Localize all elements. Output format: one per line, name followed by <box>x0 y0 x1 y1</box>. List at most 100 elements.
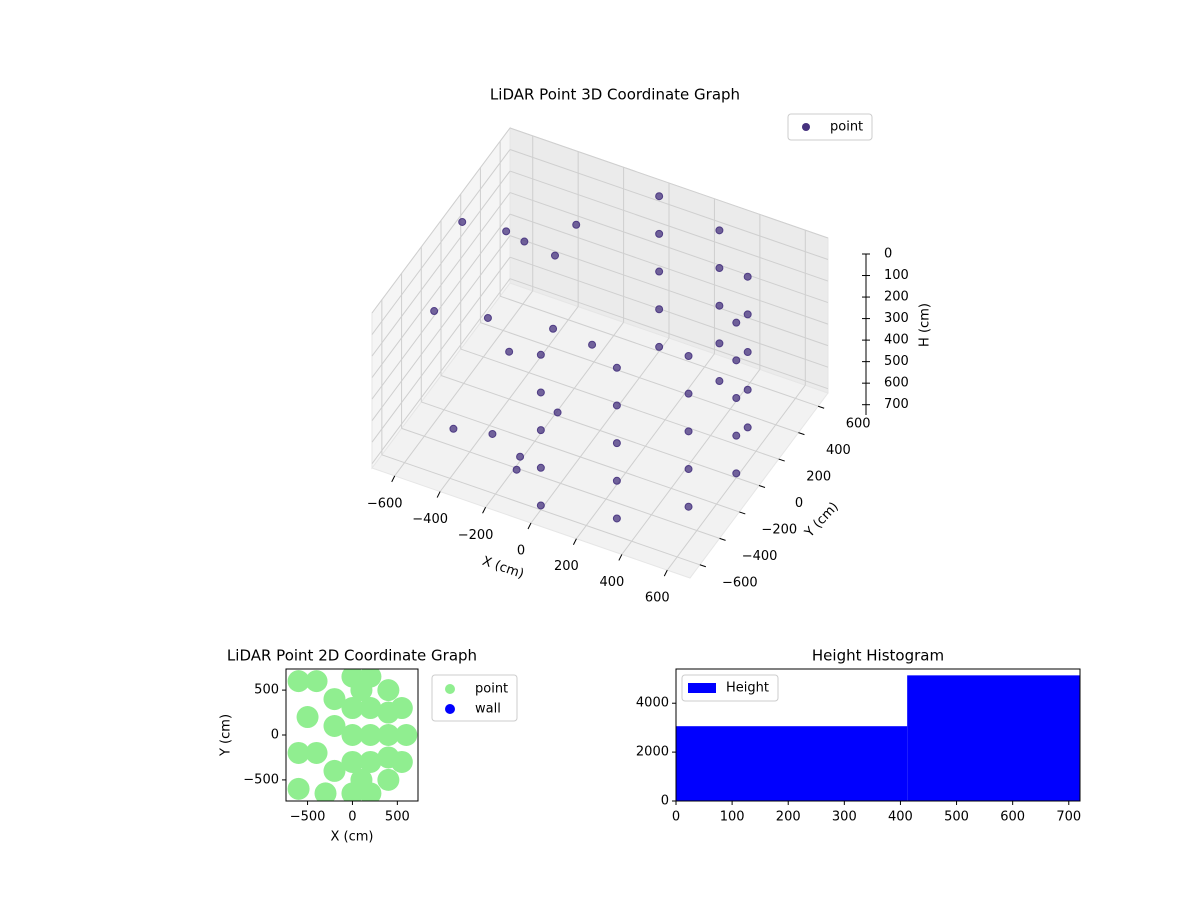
point <box>743 423 752 432</box>
point <box>655 267 664 276</box>
x-tick-label: 400 <box>888 810 913 825</box>
point <box>377 768 400 791</box>
x-tick <box>572 538 577 545</box>
legend-marker <box>688 683 716 693</box>
grid-line <box>371 278 829 464</box>
y-tick-label: 400 <box>826 443 851 458</box>
point <box>305 741 328 764</box>
x-tick-label: 600 <box>1000 810 1025 825</box>
y-tick <box>798 432 805 436</box>
point <box>536 501 545 510</box>
legend-label: point <box>475 682 508 697</box>
point <box>520 237 529 246</box>
point <box>684 502 693 511</box>
legend-marker <box>802 123 810 131</box>
point <box>612 363 621 372</box>
y-tick-label: −500 <box>243 772 279 787</box>
point <box>377 746 400 769</box>
y-tick <box>758 485 766 488</box>
point <box>287 777 310 800</box>
point <box>536 388 545 397</box>
x-tick <box>391 475 396 483</box>
x-tick-label: 200 <box>776 810 801 825</box>
x-tick-label: −200 <box>458 528 494 543</box>
x-tick-label: 600 <box>645 591 670 606</box>
point <box>612 476 621 485</box>
y-tick-label: 0 <box>661 794 669 809</box>
legend-label: Height <box>726 681 769 696</box>
point <box>341 750 364 773</box>
point <box>743 310 752 319</box>
point <box>549 324 558 333</box>
point <box>483 313 492 322</box>
grid-line <box>371 170 829 357</box>
point <box>296 706 319 729</box>
point <box>323 688 346 711</box>
point <box>684 352 693 360</box>
point <box>359 724 382 746</box>
y-tick-label: 0 <box>795 496 803 511</box>
point <box>684 465 693 474</box>
point <box>743 385 752 394</box>
legend-label: wall <box>475 702 501 717</box>
point <box>305 670 328 693</box>
point <box>572 220 581 229</box>
point <box>536 350 545 359</box>
point <box>732 393 741 402</box>
y-tick <box>778 458 785 462</box>
y-tick-label: 200 <box>806 470 831 485</box>
z-tick-label: 700 <box>884 397 909 412</box>
x-tick <box>663 569 668 577</box>
legend-box <box>431 674 518 722</box>
point <box>350 679 373 702</box>
z-tick-label: 600 <box>884 376 909 391</box>
grid-line <box>371 192 829 378</box>
legend-box <box>787 113 873 141</box>
z-tick-label: 400 <box>884 333 909 348</box>
x-tick-label: 500 <box>385 810 410 825</box>
chart-title: LiDAR Point 3D Coordinate Graph <box>490 86 740 104</box>
grid-line <box>371 127 829 314</box>
y-axis-label: Y (cm) <box>219 714 234 757</box>
z-tick-label: 200 <box>884 290 909 305</box>
point <box>536 463 545 472</box>
x-tick-label: 300 <box>832 810 857 825</box>
point <box>715 339 724 348</box>
point <box>287 670 310 693</box>
point <box>341 724 364 746</box>
y-tick-label: −400 <box>742 549 778 564</box>
point <box>732 431 741 440</box>
point <box>715 301 724 310</box>
chart-title: LiDAR Point 2D Coordinate Graph <box>227 647 477 665</box>
point <box>359 697 382 720</box>
point <box>684 427 693 436</box>
y-tick-label: 500 <box>254 683 279 698</box>
point <box>287 741 310 764</box>
point <box>588 340 597 349</box>
point <box>359 750 382 773</box>
axes-frame <box>675 668 1081 802</box>
point <box>715 226 724 235</box>
point <box>377 701 400 724</box>
x-tick-label: 100 <box>720 810 745 825</box>
x-axis-label: X (cm) <box>331 830 374 845</box>
point <box>715 264 724 273</box>
point <box>488 429 497 438</box>
x-tick-label: −600 <box>367 496 403 511</box>
z-tick-label: 500 <box>884 354 909 369</box>
point <box>323 759 346 782</box>
legend-box <box>681 674 779 702</box>
grid-line <box>371 256 829 443</box>
x-tick-label: 400 <box>599 575 624 590</box>
point <box>553 408 562 417</box>
z-tick-label: 0 <box>884 247 892 262</box>
y-tick-label: 4000 <box>636 696 669 711</box>
y-tick-label: −200 <box>761 522 797 537</box>
z-tick-label: 100 <box>884 268 909 283</box>
x-tick <box>482 507 487 514</box>
x-tick-label: 0 <box>517 544 525 559</box>
y-tick <box>719 537 726 541</box>
point <box>551 251 559 260</box>
point <box>430 307 439 316</box>
